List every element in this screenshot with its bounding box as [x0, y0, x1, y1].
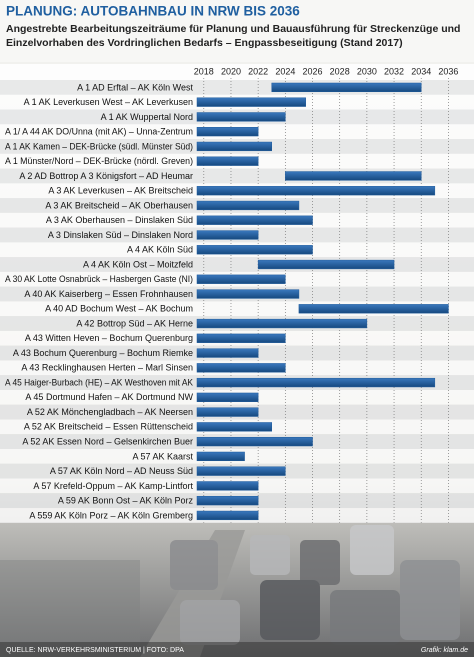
y-tick-label: A 52 AK Breitscheid – Essen Rüttenscheid — [24, 422, 193, 432]
x-tick-label: 2024 — [275, 66, 295, 76]
y-tick-label: A 40 AD Bochum West – AK Bochum — [45, 304, 193, 314]
bar — [196, 510, 259, 521]
y-tick-label: A 2 AD Bottrop A 3 Königsfort – AD Heuma… — [19, 171, 193, 181]
source: QUELLE: NRW-VERKEHRSMINISTERIUM | FOTO: … — [6, 647, 184, 654]
bar — [196, 97, 306, 107]
y-tick-label: A 45 Dortmund Hafen – AK Dortmund NW — [25, 392, 193, 402]
y-tick-label: A 52 AK Mönchengladbach – AK Neersen — [27, 407, 193, 417]
y-tick-label: A 1 AK Leverkusen West – AK Leverkusen — [24, 97, 193, 107]
bar — [196, 186, 436, 196]
y-tick-label: A 4 AK Köln Ost – Moitzfeld — [83, 259, 193, 269]
bar — [196, 141, 272, 152]
y-tick-label: A 1/ A 44 AK DO/Unna (mit AK) – Unna-Zen… — [5, 127, 193, 137]
plot: 2018 2020 2022 2024 2026 2028 2030 2032 2034 2036… — [0, 64, 474, 523]
bar — [196, 348, 259, 358]
y-tick-label: A 57 AK Köln Nord – AD Neuss Süd — [50, 466, 193, 476]
y-tick-label: A 4 AK Köln Süd — [127, 245, 193, 255]
credit: Grafik: klam.de — [421, 647, 468, 654]
y-tick-label: A 1 AK Wuppertal Nord — [101, 112, 193, 122]
y-tick-label: A 43 Bochum Querenburg – Bochum Riemke — [13, 348, 193, 358]
y-tick-label: A 40 AK Kaiserberg – Essen Frohnhausen — [24, 289, 193, 299]
bar — [196, 112, 286, 122]
bar — [196, 156, 259, 166]
bar — [196, 200, 300, 211]
x-tick-label: 2018 — [194, 66, 214, 76]
bar — [285, 171, 422, 181]
bar — [196, 422, 272, 432]
subtitle: Einzelvorhaben des Vordringlichen Bedarf… — [6, 37, 403, 49]
bar — [196, 245, 313, 255]
bar — [196, 215, 313, 225]
axis-band — [0, 64, 474, 80]
y-tick-label: A 3 Dinslaken Süd – Dinslaken Nord — [48, 230, 193, 240]
footer-band — [0, 642, 474, 657]
y-tick-label: A 42 Bottrop Süd – AK Herne — [76, 318, 193, 328]
y-tick-label: A 1 AK Kamen – DEK-Brücke (südl. Münster… — [5, 141, 193, 151]
bar — [196, 436, 313, 447]
bar — [196, 127, 259, 137]
row-band — [0, 257, 474, 272]
bar — [196, 481, 259, 491]
y-tick-label: A 3 AK Leverkusen – AK Breitscheid — [48, 186, 193, 196]
y-tick-label: A 52 AK Essen Nord – Gelsenkirchen Buer — [22, 436, 193, 446]
bar — [271, 82, 422, 93]
y-tick-label: A 43 Recklinghausen Herten – Marl Sinsen — [21, 363, 193, 373]
y-tick-label: A 559 AK Köln Porz – AK Köln Gremberg — [29, 510, 193, 520]
bar — [196, 289, 300, 299]
bar — [196, 318, 368, 329]
bar — [196, 407, 259, 417]
y-tick-label: A 1 AD Erftal – AK Köln West — [77, 82, 193, 92]
bar — [257, 259, 395, 270]
y-tick-label: A 3 AK Breitscheid – AK Oberhausen — [45, 200, 193, 210]
x-tick-label: 2020 — [221, 66, 241, 76]
bar — [196, 333, 286, 343]
y-tick-label: A 1 Münster/Nord – DEK-Brücke (nördl. Gr… — [5, 156, 193, 166]
y-tick-label: A 57 Krefeld-Oppum – AK Kamp-Lintfort — [33, 481, 193, 491]
chart-title: PLANUNG: AUTOBAHNBAU IN NRW BIS 2036 — [6, 4, 300, 19]
y-tick-label: A 45 Haiger-Burbach (HE) – AK Westhoven … — [5, 377, 193, 387]
bar — [196, 466, 286, 476]
x-tick-label: 2032 — [384, 66, 404, 76]
bar — [298, 304, 449, 314]
y-tick-label: A 57 AK Kaarst — [132, 451, 193, 461]
y-tick-label: A 3 AK Oberhausen – Dinslaken Süd — [46, 215, 193, 225]
bar — [196, 451, 245, 462]
x-tick-label: 2022 — [248, 66, 268, 76]
x-tick-label: 2030 — [357, 66, 377, 76]
y-tick-label: A 30 AK Lotte Osnabrück – Hasbergen Gast… — [5, 274, 193, 284]
x-tick-label: 2036 — [438, 66, 458, 76]
bar — [196, 392, 259, 402]
bar — [196, 377, 436, 388]
bar — [196, 274, 286, 284]
x-tick-label: 2026 — [302, 66, 322, 76]
x-tick-label: 2028 — [330, 66, 350, 76]
x-tick-label: 2034 — [411, 66, 431, 76]
subtitle: Angestrebte Bearbeitungszeiträume für Pl… — [6, 23, 460, 35]
photo-cars — [0, 525, 460, 657]
bar — [196, 363, 286, 373]
bar — [196, 496, 259, 506]
y-tick-label: A 43 Witten Heven – Bochum Querenburg — [25, 333, 193, 343]
y-tick-label: A 59 AK Bonn Ost – AK Köln Porz — [58, 496, 194, 506]
bar — [196, 230, 259, 240]
